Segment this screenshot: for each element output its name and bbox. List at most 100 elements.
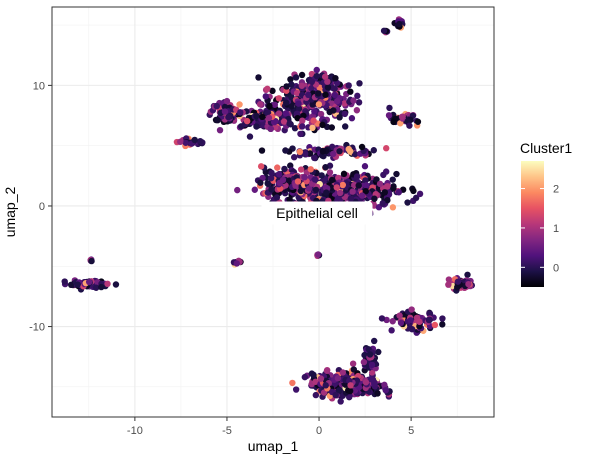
plot-panel-border [51, 6, 495, 418]
data-point [322, 164, 329, 171]
data-point [197, 137, 204, 145]
data-point [379, 200, 386, 207]
data-point [386, 104, 393, 112]
data-point [404, 199, 411, 206]
data-point [385, 112, 393, 119]
data-point [253, 112, 260, 120]
data-point [264, 85, 271, 92]
data-point [414, 118, 422, 125]
data-point [396, 20, 403, 28]
data-point [273, 194, 281, 201]
data-point [390, 118, 397, 126]
data-point [306, 150, 314, 157]
data-point [295, 105, 303, 112]
data-point [416, 323, 423, 330]
data-point [317, 110, 325, 118]
data-point [339, 181, 347, 189]
data-point [347, 382, 354, 389]
data-point [342, 123, 349, 130]
data-point [262, 93, 269, 100]
data-point [465, 280, 472, 288]
data-point [237, 109, 244, 116]
data-point [375, 348, 382, 356]
data-point [351, 150, 359, 158]
data-point [286, 196, 293, 203]
colorbar-ticks: 0 1 2 [521, 184, 559, 274]
data-point [98, 283, 105, 291]
data-point [378, 315, 386, 322]
data-point [347, 195, 355, 202]
data-point [301, 150, 309, 157]
data-point [308, 70, 316, 78]
data-point [74, 281, 81, 288]
data-point [397, 120, 404, 127]
data-point [335, 174, 342, 182]
data-point [104, 280, 111, 287]
data-point [182, 139, 189, 146]
data-point [439, 321, 446, 328]
data-point [362, 177, 369, 184]
data-point [298, 71, 306, 79]
x-tick-label: -5 [222, 425, 232, 437]
data-point [319, 148, 327, 155]
data-point [312, 378, 319, 385]
data-point [309, 124, 316, 132]
data-point [269, 87, 276, 95]
data-point [389, 204, 397, 211]
annotation-label: Epithelial cell [276, 205, 358, 221]
x-axis-title: umap_1 [248, 438, 299, 454]
data-point [311, 154, 318, 161]
data-point [349, 188, 356, 195]
data-point [281, 165, 288, 173]
data-point [370, 147, 377, 154]
data-point [297, 166, 305, 173]
data-point [328, 176, 336, 184]
data-point [314, 251, 322, 258]
data-point [322, 91, 329, 98]
data-point [381, 189, 388, 196]
data-point [253, 123, 260, 130]
data-point [426, 310, 434, 317]
data-point [331, 85, 338, 92]
data-point [292, 74, 300, 81]
data-point [255, 74, 262, 81]
data-point [258, 147, 266, 154]
data-point [275, 95, 283, 102]
data-point [310, 117, 317, 124]
data-point [350, 97, 357, 104]
data-point [383, 145, 390, 152]
data-point [315, 90, 322, 97]
data-point [312, 391, 320, 399]
colorbar-tick-label: 2 [553, 184, 559, 196]
y-tick-label: 10 [33, 80, 45, 92]
data-point [410, 187, 417, 195]
data-point [439, 315, 446, 322]
data-point [300, 112, 307, 119]
data-point [348, 115, 356, 122]
data-point [256, 101, 264, 108]
data-point [282, 147, 289, 154]
data-point [380, 171, 387, 179]
data-point [67, 281, 75, 288]
x-tick-label: -10 [127, 425, 143, 437]
data-point [336, 114, 343, 121]
data-point [408, 326, 416, 333]
data-point [305, 91, 312, 99]
data-point [191, 136, 198, 144]
data-point [298, 82, 306, 89]
data-point [313, 72, 320, 80]
data-point [308, 78, 316, 86]
data-point [331, 91, 339, 99]
data-point [312, 186, 320, 194]
data-point [264, 180, 271, 187]
data-point [332, 391, 339, 399]
data-point [264, 109, 272, 116]
annotation-group: Epithelial cell [261, 201, 373, 225]
data-point [324, 78, 331, 85]
data-point [280, 118, 288, 125]
data-point [323, 189, 330, 196]
data-point [319, 121, 326, 129]
data-point [268, 186, 275, 193]
data-point [371, 380, 378, 387]
